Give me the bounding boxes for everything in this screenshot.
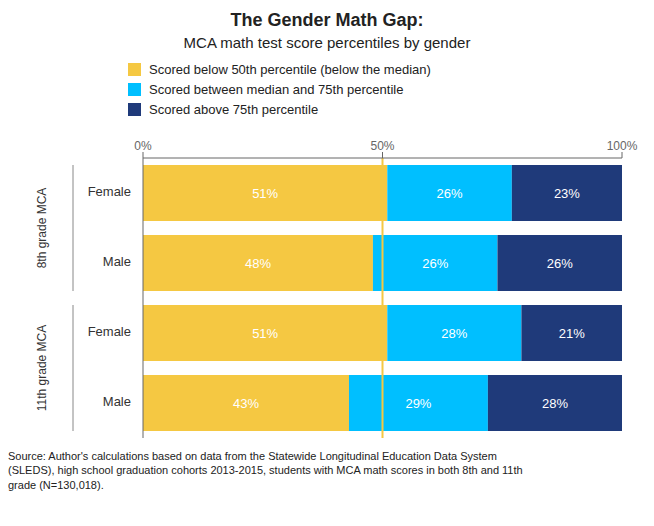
svg-text:28%: 28%	[441, 326, 467, 341]
svg-text:28%: 28%	[542, 396, 568, 411]
html-text:Scored between median and 75th: Scored between median and 75th percentil…	[149, 81, 404, 97]
html-text:Scored below 50th percentile (: Scored below 50th percentile (below the …	[149, 61, 431, 77]
svg-text:0%: 0%	[134, 139, 152, 153]
svg-text:100%: 100%	[607, 139, 638, 153]
svg-text:23%: 23%	[554, 186, 580, 201]
svg-text:26%: 26%	[422, 256, 448, 271]
svg-text:51%: 51%	[252, 326, 278, 341]
html-text:Source: Author's calculations: Source: Author's calculations based on d…	[8, 450, 523, 491]
svg-text:21%: 21%	[559, 326, 585, 341]
svg-text:11th grade MCA: 11th grade MCA	[35, 325, 49, 412]
svg-text:50%: 50%	[370, 139, 394, 153]
svg-text:43%: 43%	[233, 396, 259, 411]
html-text:Scored above 75th percentile: Scored above 75th percentile	[149, 101, 319, 117]
html-text:MCA math test score percentile: MCA math test score percentiles by gende…	[183, 34, 471, 51]
svg-text:26%: 26%	[547, 256, 573, 271]
html-text:The Gender Math Gap:: The Gender Math Gap:	[230, 10, 424, 30]
svg-text:Female: Female	[88, 324, 131, 339]
svg-text:51%: 51%	[252, 186, 278, 201]
svg-text:Male: Male	[103, 254, 131, 269]
svg-text:8th grade MCA: 8th grade MCA	[35, 188, 49, 269]
svg-text:Female: Female	[88, 184, 131, 199]
svg-text:Male: Male	[103, 394, 131, 409]
svg-text:48%: 48%	[245, 256, 271, 271]
svg-text:26%: 26%	[437, 186, 463, 201]
svg-text:29%: 29%	[405, 396, 431, 411]
